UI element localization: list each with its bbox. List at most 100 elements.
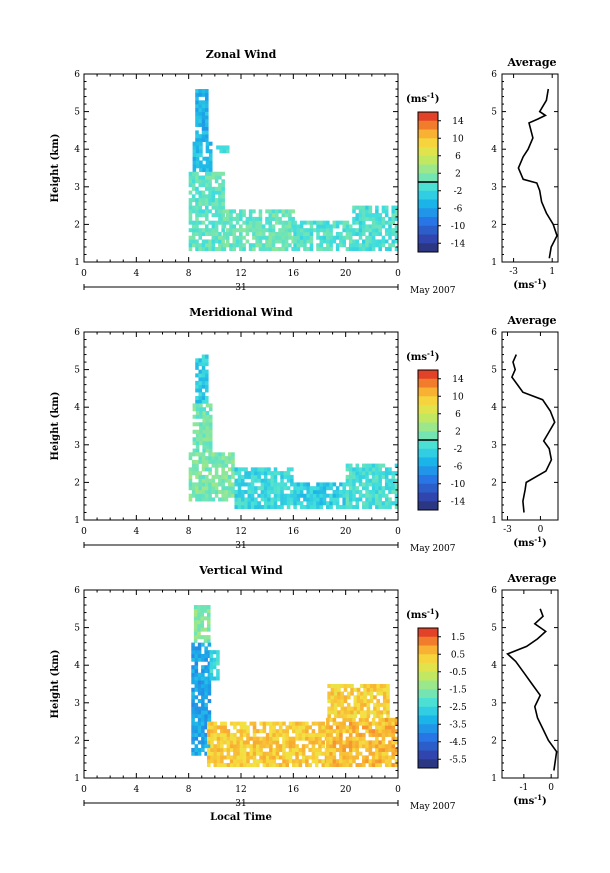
heatmap-cell bbox=[192, 437, 197, 442]
heatmap-cell bbox=[191, 205, 196, 210]
heatmap-cell bbox=[268, 243, 273, 248]
heatmap-cell bbox=[290, 482, 294, 487]
heatmap bbox=[188, 354, 399, 510]
heatmap-cell bbox=[340, 691, 344, 696]
heatmap-cell bbox=[388, 243, 392, 248]
heatmap-cell bbox=[365, 224, 369, 229]
average-y-tick-label: 6 bbox=[491, 70, 497, 80]
heatmap-cell bbox=[355, 486, 360, 491]
heatmap-cell bbox=[197, 642, 202, 647]
heatmap-cell bbox=[195, 395, 199, 400]
heatmap-cell bbox=[188, 235, 193, 240]
heatmap-cell bbox=[221, 497, 225, 502]
heatmap-cell bbox=[308, 762, 312, 768]
heatmap-cell bbox=[276, 497, 281, 502]
heatmap-cell bbox=[221, 456, 225, 461]
heatmap-cell bbox=[365, 721, 369, 726]
heatmap-cell bbox=[208, 228, 212, 233]
heatmap-cell bbox=[235, 216, 240, 221]
heatmap-cell bbox=[288, 213, 292, 218]
heatmap-cell bbox=[201, 702, 205, 707]
heatmap-cell bbox=[211, 175, 216, 180]
heatmap-cell bbox=[301, 759, 306, 764]
heatmap-cell bbox=[201, 119, 206, 124]
heatmap-cell bbox=[201, 676, 205, 681]
heatmap-cell bbox=[322, 497, 327, 502]
heatmap-cell bbox=[256, 744, 260, 749]
heatmap-cell bbox=[381, 235, 386, 240]
heatmap-cell bbox=[291, 246, 295, 252]
heatmap-cell bbox=[388, 725, 392, 730]
heatmap-cell bbox=[386, 684, 390, 689]
x-tick-label: 0 bbox=[395, 527, 401, 537]
heatmap-cell bbox=[316, 489, 320, 494]
heatmap-cell bbox=[245, 239, 250, 244]
heatmap-cell bbox=[208, 437, 213, 442]
heatmap-cell bbox=[201, 392, 206, 397]
heatmap-cell bbox=[201, 478, 206, 483]
colorbar-segment bbox=[418, 733, 438, 743]
heatmap-cell bbox=[205, 179, 209, 184]
heatmap-cell bbox=[384, 504, 389, 510]
heatmap-cell bbox=[216, 657, 220, 662]
heatmap-cell bbox=[201, 380, 206, 385]
heatmap-cell bbox=[386, 699, 390, 704]
heatmap-cell bbox=[197, 710, 202, 715]
heatmap-cell bbox=[202, 444, 206, 449]
heatmap-cell bbox=[213, 747, 218, 752]
heatmap-cell bbox=[346, 684, 351, 689]
heatmap-cell bbox=[298, 747, 303, 752]
heatmap-cell bbox=[272, 755, 276, 760]
heatmap-cell bbox=[388, 489, 392, 494]
heatmap-cell bbox=[205, 422, 210, 427]
heatmap-cell bbox=[394, 497, 399, 502]
average-line bbox=[517, 88, 558, 259]
heatmap-cell bbox=[204, 751, 208, 756]
heatmap-cell bbox=[200, 605, 205, 610]
heatmap-cell bbox=[191, 710, 195, 715]
heatmap-cell bbox=[188, 452, 193, 457]
heatmap-cell bbox=[352, 474, 356, 479]
heatmap-cell bbox=[205, 497, 209, 502]
heatmap-cell bbox=[384, 239, 389, 244]
heatmap-cell bbox=[348, 489, 353, 494]
heatmap-cell bbox=[242, 213, 246, 218]
heatmap-cell bbox=[299, 220, 304, 225]
heatmap-cell bbox=[362, 220, 366, 225]
heatmap-cell bbox=[281, 243, 286, 248]
heatmap-cell bbox=[195, 96, 199, 101]
heatmap-cell bbox=[252, 736, 257, 741]
heatmap-cell bbox=[318, 747, 322, 752]
heatmap-cell bbox=[316, 243, 320, 248]
heatmap-cell bbox=[201, 377, 206, 382]
heatmap-cell bbox=[232, 231, 237, 236]
heatmap-cell bbox=[192, 156, 197, 161]
heatmap-cell bbox=[218, 243, 222, 248]
heatmap-cell bbox=[273, 474, 278, 479]
heatmap-cell bbox=[322, 493, 327, 498]
heatmap-cell bbox=[198, 380, 203, 385]
average-y-tick-label: 1 bbox=[491, 258, 497, 268]
heatmap-cell bbox=[191, 452, 196, 457]
heatmap-cell bbox=[188, 209, 193, 214]
heatmap-cell bbox=[195, 141, 200, 146]
heatmap-cell bbox=[191, 676, 195, 681]
heatmap-cell bbox=[208, 493, 212, 498]
heatmap-cell bbox=[210, 736, 214, 741]
heatmap-cell bbox=[201, 486, 206, 491]
heatmap-cell bbox=[342, 759, 346, 764]
heatmap-cell bbox=[270, 489, 275, 494]
heatmap-cell bbox=[242, 751, 247, 756]
heatmap-cell bbox=[211, 489, 216, 494]
heatmap-cell bbox=[261, 243, 266, 248]
heatmap-cell bbox=[368, 239, 373, 244]
heatmap-cell bbox=[205, 89, 209, 94]
heatmap-cell bbox=[348, 474, 353, 479]
heatmap-cell bbox=[192, 145, 197, 150]
heatmap-cell bbox=[242, 209, 246, 214]
heatmap-cell bbox=[391, 740, 396, 745]
heatmap-cell bbox=[358, 235, 363, 240]
heatmap-cell bbox=[221, 194, 225, 199]
heatmap-cell bbox=[365, 489, 369, 494]
